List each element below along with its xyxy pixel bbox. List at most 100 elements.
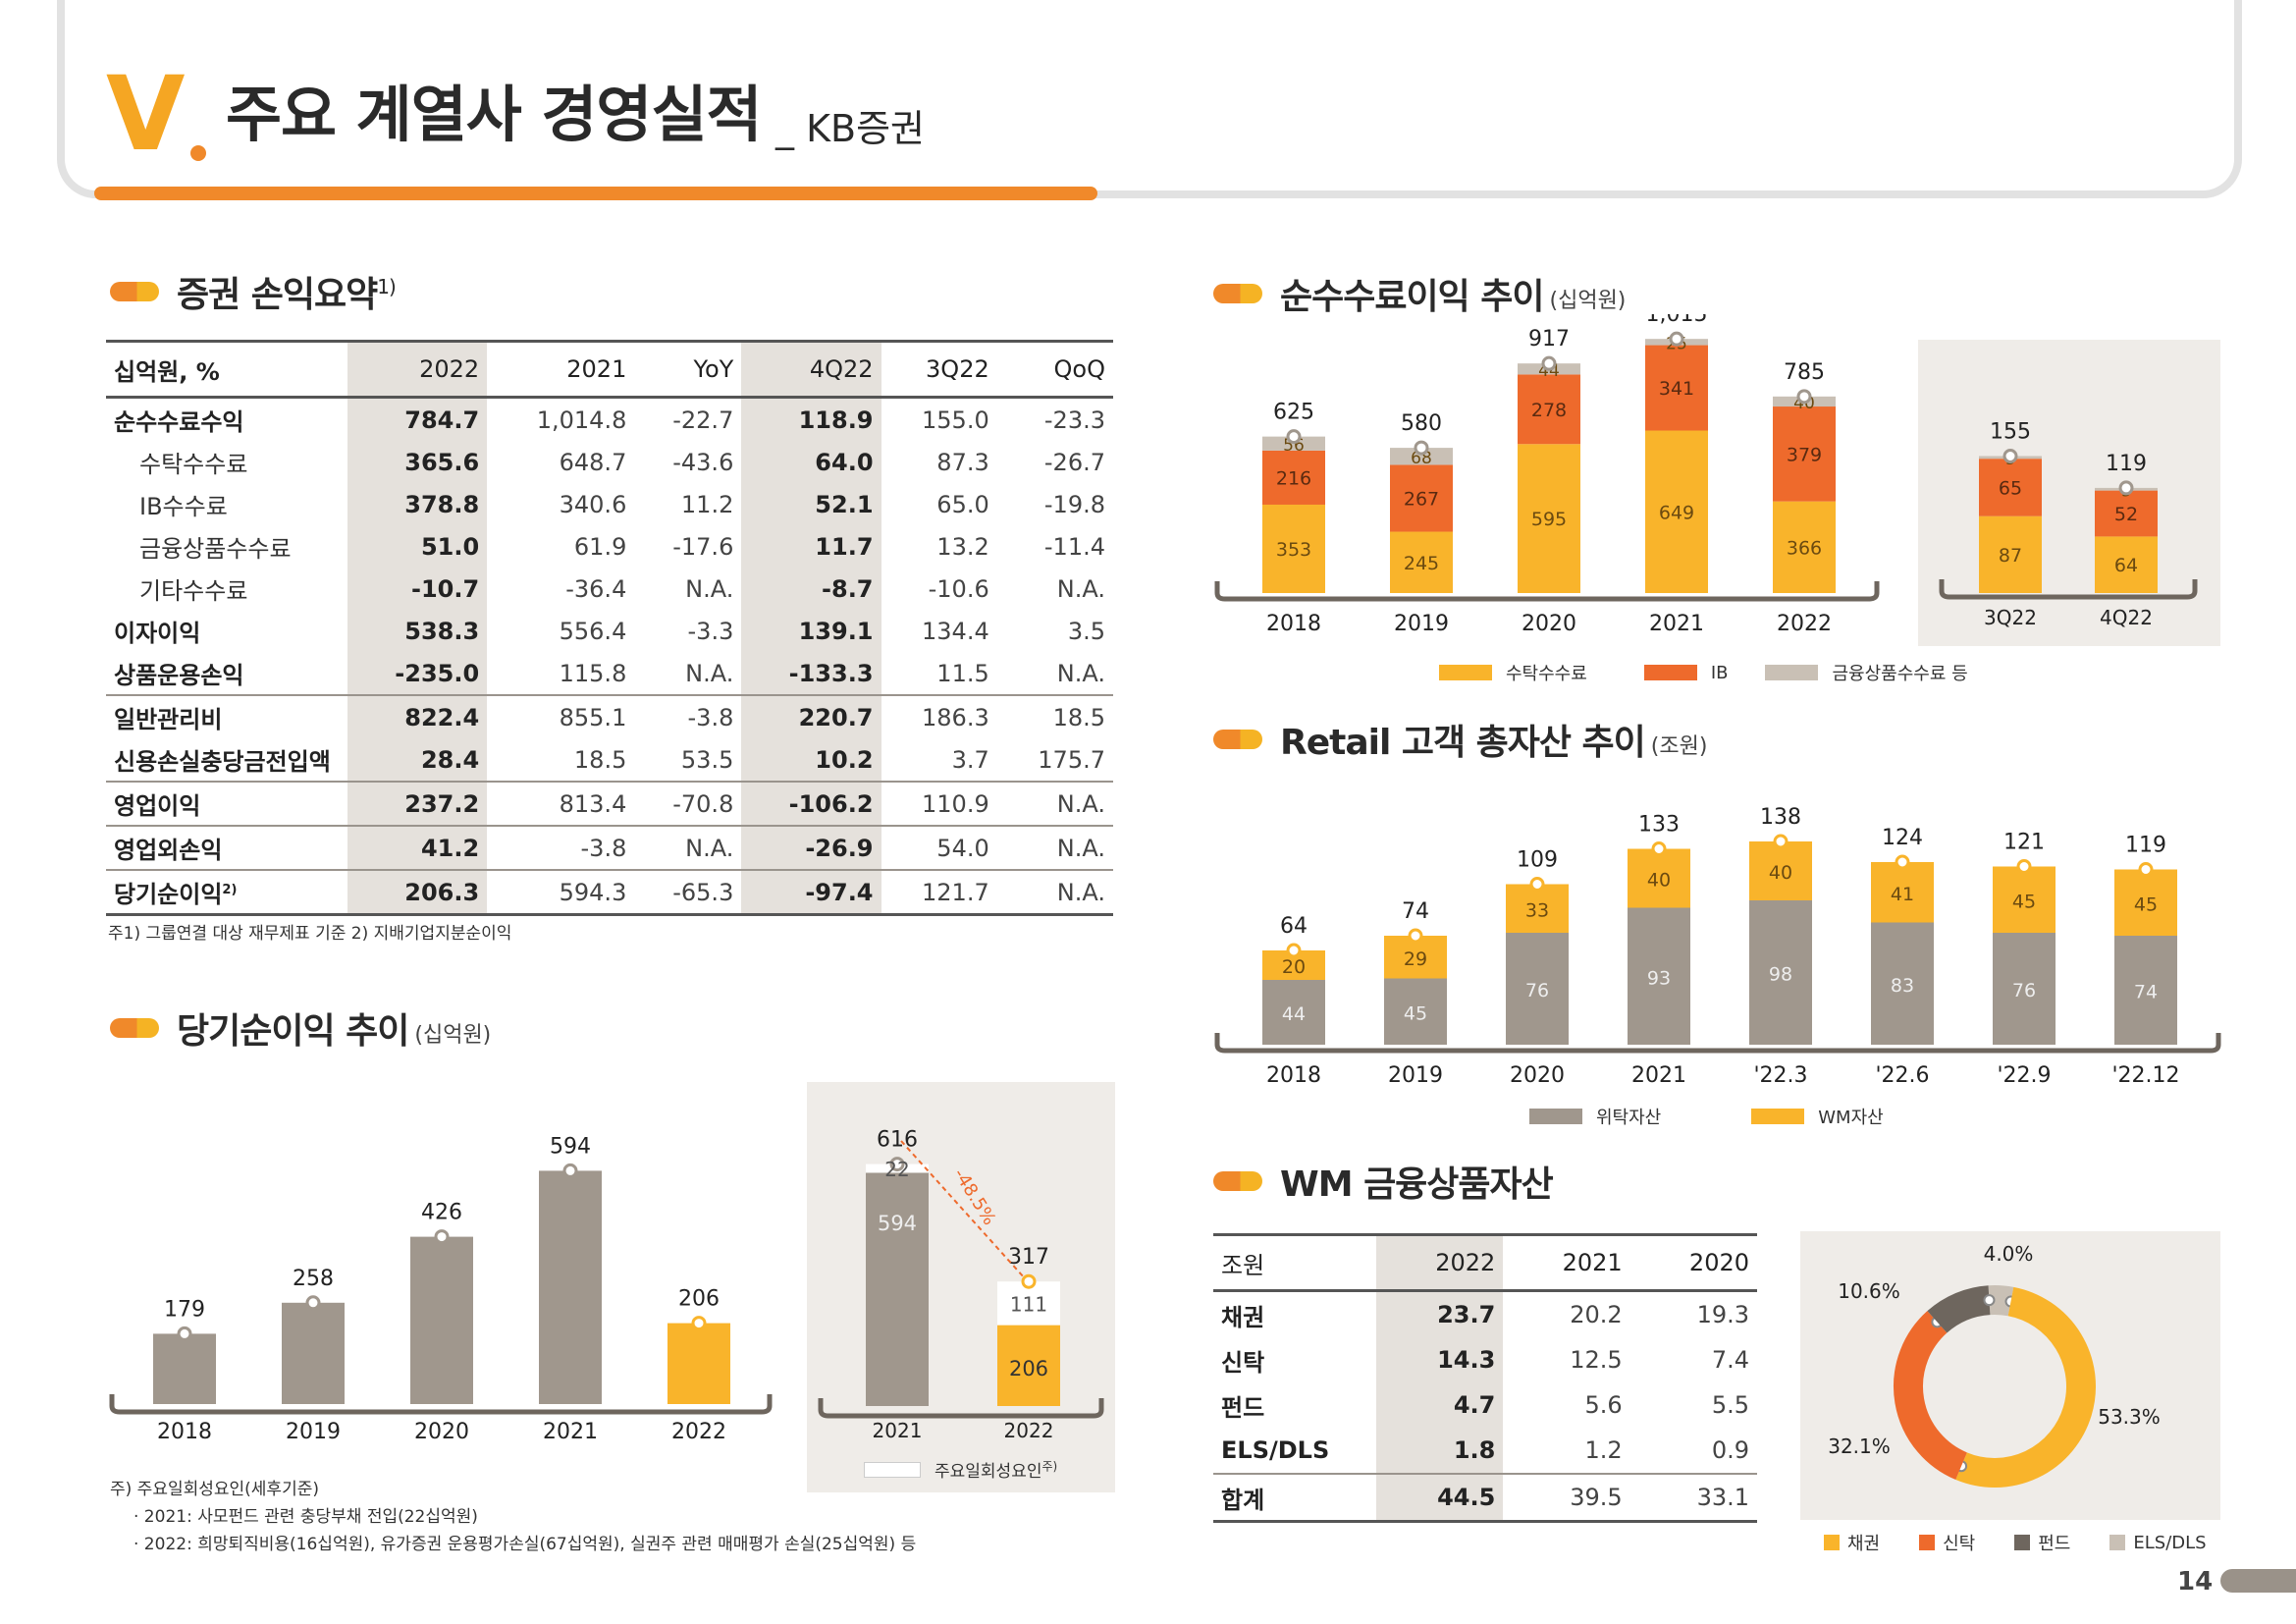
x-tick-label: 2018 xyxy=(157,1420,212,1444)
pl-summary-table: 십억원, % 2022 2021 YoY 4Q22 3Q22 QoQ 순수수료수익 784.7… xyxy=(106,340,1113,916)
value-marker xyxy=(1286,429,1302,445)
stack-segment xyxy=(1773,406,1836,502)
bar-total-label: 625 xyxy=(1273,401,1314,425)
stack-segment xyxy=(2095,490,2158,537)
cell-value: 155.0 xyxy=(922,406,989,434)
row-label: 신용손실충당금전입액 xyxy=(114,748,331,776)
legend-swatch xyxy=(1643,665,1697,680)
legend-label: 펀드 xyxy=(2038,1534,2071,1554)
bar-total-label: 785 xyxy=(1784,360,1825,385)
row-label: 금융상품수수료 xyxy=(139,535,292,563)
cell-value: 813.4 xyxy=(487,781,635,826)
bar xyxy=(410,1236,473,1404)
segment-value-label: 65 xyxy=(1999,477,2022,499)
stack-segment xyxy=(1993,933,2056,1045)
row-label: 수탁수수료 xyxy=(139,451,248,478)
cell-value: 206.3 xyxy=(347,869,488,916)
segment-value-label: 33 xyxy=(1525,899,1549,921)
section-wm-assets: WM 금융상품자산 xyxy=(1213,1157,1554,1206)
table-row: 당기순이익2) 206.3 594.3 -65.3 -97.4 121.7 N.A. xyxy=(106,869,1113,916)
donut-slice xyxy=(1894,1311,1968,1481)
section-title: 순수수료이익 추이 xyxy=(1280,277,1544,317)
segment-value-label: 20 xyxy=(1282,956,1306,978)
bar-total-label: 616 xyxy=(877,1128,918,1153)
axis-bracket xyxy=(818,1398,1104,1419)
value-marker xyxy=(1773,834,1789,849)
cell-value: -11.4 xyxy=(1043,532,1105,561)
cell-value: -65.3 xyxy=(634,869,742,916)
stack-segment xyxy=(1773,501,1836,593)
bar-value-label: 179 xyxy=(164,1297,205,1322)
section-title: WM 금융상품자산 xyxy=(1280,1164,1554,1205)
bar xyxy=(539,1170,602,1404)
row-label: 일반관리비 xyxy=(106,694,347,738)
stack-segment xyxy=(1628,907,1690,1045)
segment-value-label: 353 xyxy=(1276,539,1311,561)
cell-value: 186.3 xyxy=(881,694,997,738)
bar-total-label: 119 xyxy=(2125,834,2166,858)
cell-value: 175.7 xyxy=(1038,745,1105,774)
segment-value-label: 366 xyxy=(1787,537,1822,559)
legend-swatch xyxy=(864,1461,921,1478)
cell-value: N.A. xyxy=(1056,574,1105,603)
cell-value: 1.8 xyxy=(1376,1428,1504,1474)
section-net-income: 당기순이익 추이 (십억원) xyxy=(110,1003,491,1053)
stack-segment xyxy=(1749,900,1812,1045)
pl-col-header: 3Q22 xyxy=(881,340,997,399)
donut-slice xyxy=(1955,1286,2096,1488)
cell-value: 12.5 xyxy=(1570,1346,1623,1374)
cell-value: 10.2 xyxy=(741,738,881,782)
stack-segment xyxy=(1390,448,1453,465)
segment-value-label: 41 xyxy=(1891,884,1914,905)
cell-value: 4.7 xyxy=(1376,1382,1504,1428)
cell-value: 7.4 xyxy=(1711,1346,1749,1374)
table-row: 채권 23.7 20.2 19.3 xyxy=(1213,1290,1757,1337)
cell-value: 220.7 xyxy=(741,694,881,738)
cell-value: 11.7 xyxy=(741,525,881,568)
table-row: 신탁 14.3 12.5 7.4 xyxy=(1213,1337,1757,1382)
x-tick-label: 3Q22 xyxy=(1984,606,2037,629)
segment-value-label: 45 xyxy=(1404,1002,1427,1024)
table-row: 일반관리비 822.4 855.1 -3.8 220.7 186.3 18.5 xyxy=(106,694,1113,738)
row-label: 채권 xyxy=(1221,1303,1265,1331)
net-income-quarter-chart: 616 594 22 2021 317 206 111 2022 -48.5% xyxy=(818,1128,1104,1442)
cell-value: 65.0 xyxy=(936,490,989,518)
legend-swatch xyxy=(2014,1535,2031,1550)
cell-value: 5.6 xyxy=(1584,1391,1623,1419)
cell-value: 52.1 xyxy=(741,483,881,525)
table-row: ELS/DLS 1.8 1.2 0.9 xyxy=(1213,1428,1757,1474)
cell-value: 19.3 xyxy=(1696,1301,1749,1328)
section-number-dot xyxy=(190,145,206,161)
value-marker xyxy=(1669,331,1684,347)
section-unit: (조원) xyxy=(1650,734,1708,759)
stack-segment xyxy=(2095,536,2158,593)
pl-col-header: 2021 xyxy=(487,340,635,399)
x-tick-label: 2022 xyxy=(1777,612,1832,636)
fee-legend: 수탁수수료 IB 금융상품수수료 등 xyxy=(1439,660,1968,685)
section-title: 당기순이익 추이 xyxy=(177,1011,409,1052)
pl-col-header: YoY xyxy=(634,340,742,399)
table-row: 합계 44.5 39.5 33.1 xyxy=(1213,1473,1757,1523)
slice-value-label: 32.1% xyxy=(1828,1435,1891,1458)
table-row: 펀드 4.7 5.6 5.5 xyxy=(1213,1382,1757,1428)
stack-segment xyxy=(2114,936,2177,1045)
change-line xyxy=(900,1140,1026,1279)
page-subtitle: _ KB증권 xyxy=(775,107,925,150)
cell-value: 594.3 xyxy=(487,869,635,916)
legend-swatch xyxy=(1751,1109,1805,1124)
section-pill-icon xyxy=(110,1018,159,1038)
one-off-value-label: 22 xyxy=(884,1158,909,1181)
cell-value: -3.8 xyxy=(487,825,635,870)
bar-base xyxy=(866,1172,929,1406)
cell-value: 784.7 xyxy=(347,397,488,441)
x-tick-label: 2021 xyxy=(873,1419,923,1442)
cell-value: 3.5 xyxy=(1067,617,1105,645)
segment-value-label: 98 xyxy=(1769,964,1792,986)
pl-col-header: 2022 xyxy=(347,340,488,399)
row-label: IB수수료 xyxy=(139,493,228,520)
stack-segment xyxy=(1262,450,1325,505)
table-row: 상품운용손익 -235.0 115.8 N.A. -133.3 11.5 N.A. xyxy=(106,652,1113,695)
segment-value-label: 267 xyxy=(1404,488,1439,510)
cell-value: N.A. xyxy=(634,825,742,870)
table-row: 신용손실충당금전입액 28.4 18.5 53.5 10.2 3.7 175.7 xyxy=(106,738,1113,782)
